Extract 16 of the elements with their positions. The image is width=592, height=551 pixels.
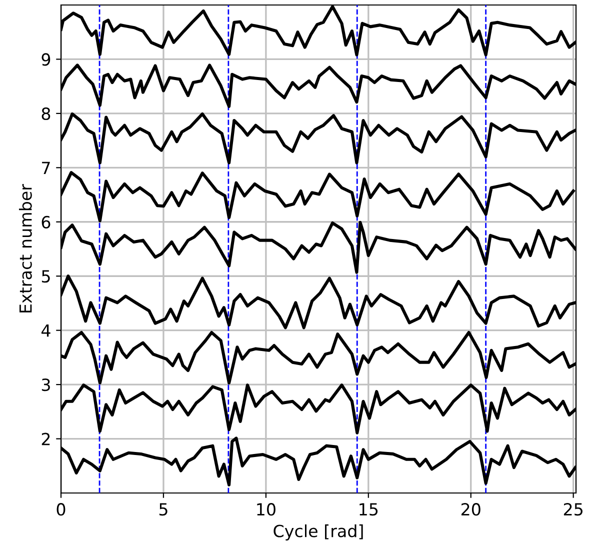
x-tick-label: 20 xyxy=(461,503,480,516)
y-tick-label: 7 xyxy=(42,162,50,174)
y-tick-label: 5 xyxy=(42,270,50,283)
y-tick-label: 6 xyxy=(42,216,50,228)
x-tick-label: 15 xyxy=(360,503,378,516)
y-tick-label: 2 xyxy=(42,432,50,446)
y-tick-label: 3 xyxy=(42,378,50,392)
x-tick-label: 0 xyxy=(56,503,66,516)
x-tick-label: 10 xyxy=(257,503,276,516)
y-tick-label: 9 xyxy=(42,53,50,66)
y-tick-label: 8 xyxy=(42,107,50,120)
x-tick-label: 5 xyxy=(159,503,168,516)
x-tick-label: 25 xyxy=(564,503,582,516)
y-axis-title: Extract number xyxy=(18,184,32,312)
x-axis-title: Cycle [rad] xyxy=(274,524,363,541)
y-tick-label: 4 xyxy=(41,324,50,337)
